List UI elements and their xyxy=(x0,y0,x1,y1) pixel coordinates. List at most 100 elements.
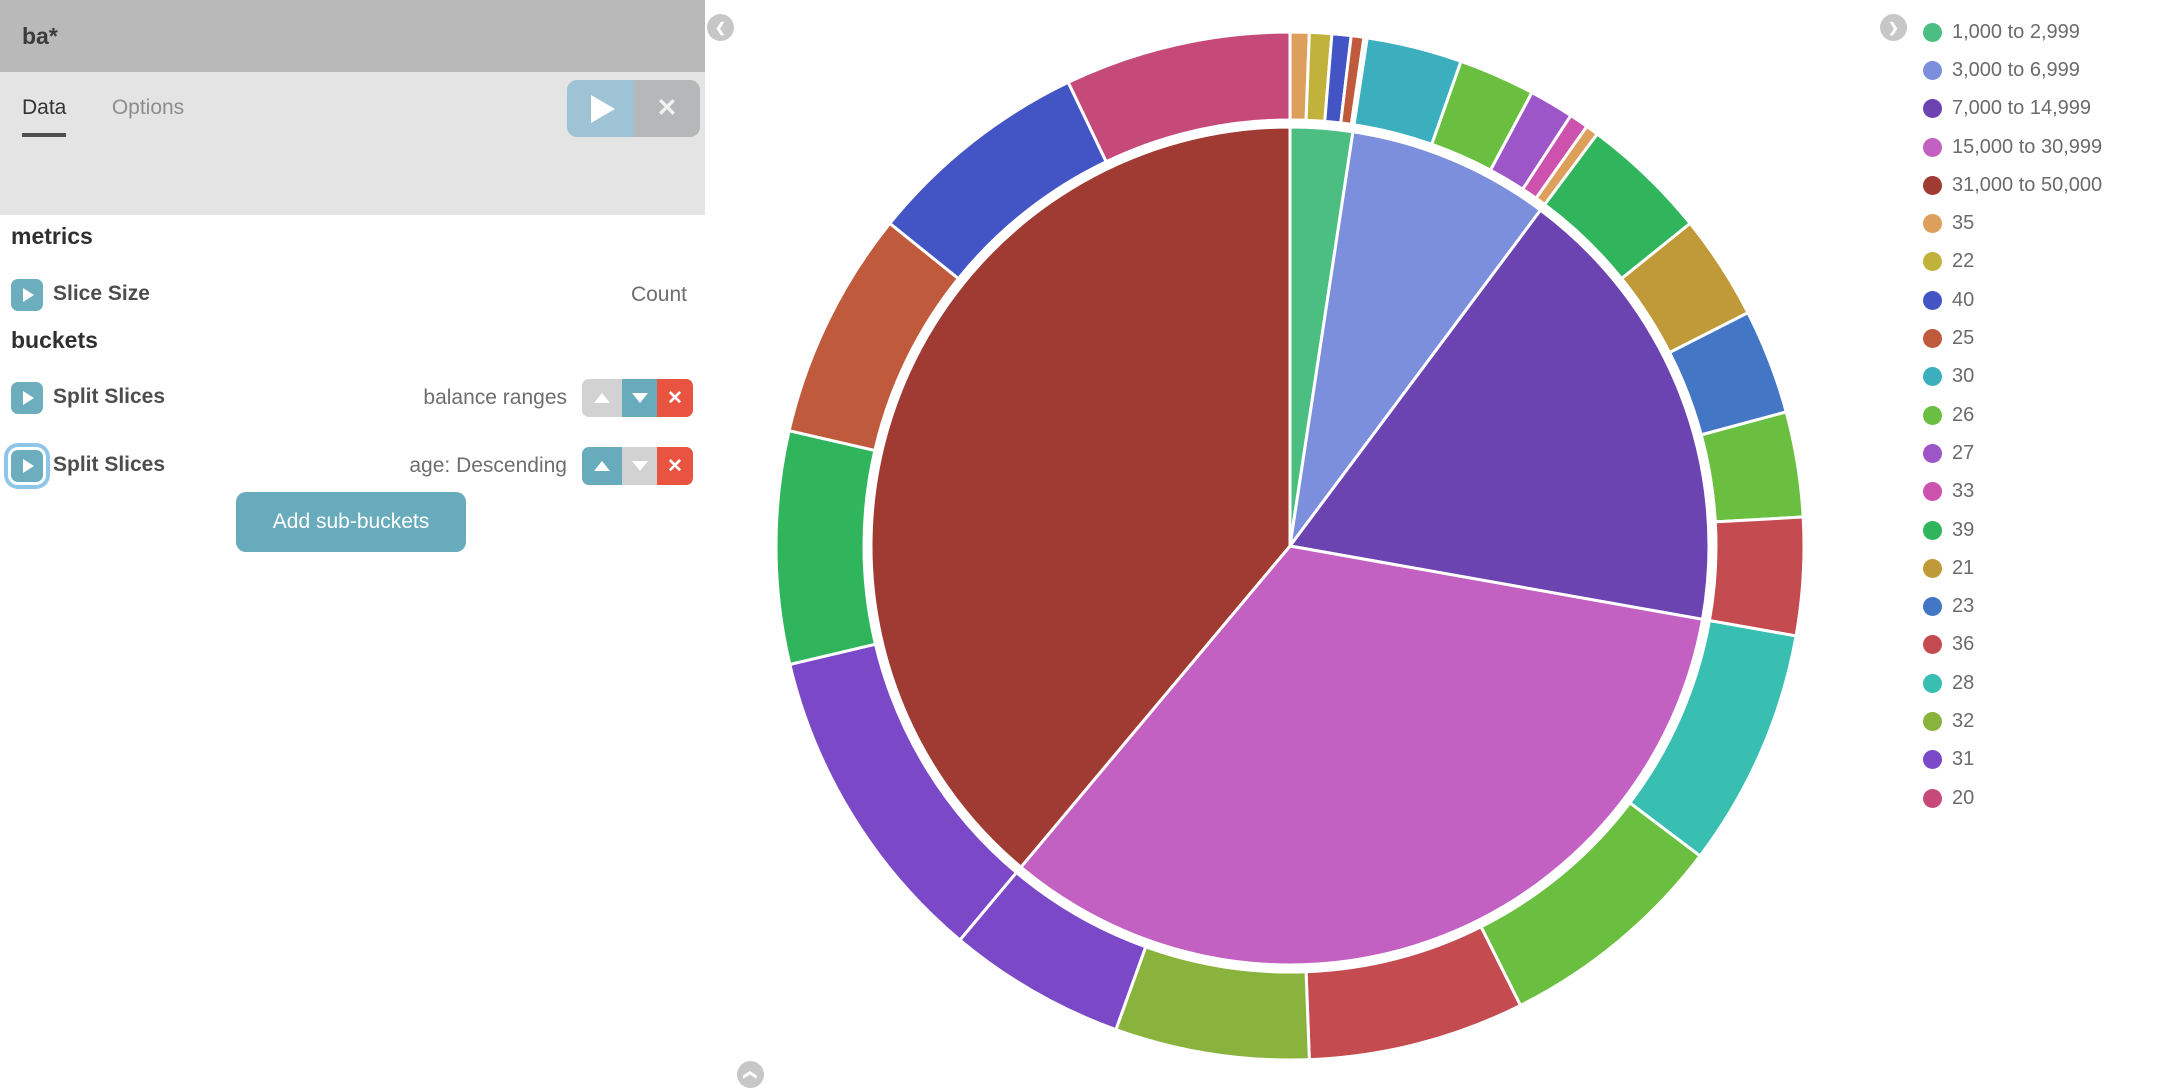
legend-item[interactable]: 32 xyxy=(1923,702,2102,740)
legend-label: 27 xyxy=(1952,441,1975,464)
chevron-right-icon xyxy=(23,288,34,302)
move-down-button[interactable] xyxy=(622,379,657,417)
chevron-left-icon: ❮ xyxy=(715,19,726,35)
legend-label: 30 xyxy=(1952,365,1975,388)
arrow-up-icon xyxy=(594,393,610,403)
legend-swatch-icon xyxy=(1923,290,1942,310)
arrow-down-icon xyxy=(631,393,648,403)
close-icon: ✕ xyxy=(656,94,678,122)
legend-item[interactable]: 7,000 to 14,999 xyxy=(1923,90,2102,128)
buckets-header: buckets xyxy=(11,327,98,353)
bucket-value: balance ranges xyxy=(423,386,567,409)
collapse-sidebar-button[interactable]: ❮ xyxy=(707,14,734,41)
legend-swatch-icon xyxy=(1923,673,1942,693)
metric-label: Slice Size xyxy=(53,282,150,305)
legend-item[interactable]: 21 xyxy=(1923,549,2102,587)
legend-item[interactable]: 36 xyxy=(1923,626,2102,664)
legend-item[interactable]: 40 xyxy=(1923,281,2102,319)
bucket-label: Split Slices xyxy=(53,453,166,476)
legend-label: 25 xyxy=(1952,327,1975,350)
editor-tabs: Data Options xyxy=(22,96,225,137)
legend-swatch-icon xyxy=(1923,597,1942,617)
legend-label: 22 xyxy=(1952,250,1975,273)
legend-label: 35 xyxy=(1952,212,1975,235)
pie-slice-15,000 to 30,999[interactable] xyxy=(1019,544,1705,967)
legend-label: 7,000 to 14,999 xyxy=(1952,97,2092,120)
editor-toolbar: Data Options ✕ xyxy=(0,72,705,215)
arrow-up-icon xyxy=(594,461,610,471)
index-pattern-title: ba* xyxy=(22,23,58,49)
apply-discard-group: ✕ xyxy=(567,80,700,137)
legend-label: 3,000 to 6,999 xyxy=(1952,58,2080,81)
remove-bucket-button[interactable]: ✕ xyxy=(657,447,693,485)
tab-options[interactable]: Options xyxy=(111,96,185,119)
expand-toggle-button[interactable] xyxy=(11,450,43,482)
remove-bucket-button[interactable]: ✕ xyxy=(657,379,693,417)
legend-item[interactable]: 31,000 to 50,000 xyxy=(1923,166,2102,204)
legend-item[interactable]: 26 xyxy=(1923,396,2102,434)
add-sub-buckets-button[interactable]: Add sub-buckets xyxy=(236,492,466,552)
legend-item[interactable]: 22 xyxy=(1923,243,2102,281)
pie-slice-20[interactable] xyxy=(1066,30,1292,164)
bucket-row-balance-ranges[interactable]: Split Slices balance ranges ✕ xyxy=(0,378,705,418)
collapse-legend-button[interactable]: ❯ xyxy=(1880,14,1907,41)
legend-item[interactable]: 31 xyxy=(1923,741,2102,779)
legend-item[interactable]: 3,000 to 6,999 xyxy=(1923,51,2102,89)
legend-label: 33 xyxy=(1952,480,1975,503)
bucket-controls: ✕ xyxy=(582,447,693,485)
legend-item[interactable]: 1,000 to 2,999 xyxy=(1923,13,2102,51)
chart-legend: 1,000 to 2,999 3,000 to 6,999 7,000 to 14,… xyxy=(1923,13,2102,817)
tab-data[interactable]: Data xyxy=(22,96,67,137)
apply-changes-button[interactable] xyxy=(567,80,634,137)
legend-label: 40 xyxy=(1952,288,1975,311)
bucket-row-age[interactable]: Split Slices age: Descending ✕ xyxy=(0,446,705,486)
pie-slice-31,000 to 50,000[interactable] xyxy=(869,125,1292,869)
legend-item[interactable]: 23 xyxy=(1923,587,2102,625)
chevron-up-icon: ❮ xyxy=(743,1069,759,1080)
legend-item[interactable]: 25 xyxy=(1923,319,2102,357)
legend-label: 28 xyxy=(1952,671,1975,694)
legend-swatch-icon xyxy=(1923,367,1942,387)
expand-toggle-button[interactable] xyxy=(11,382,43,414)
expand-toggle-button[interactable] xyxy=(11,279,43,311)
bucket-controls: ✕ xyxy=(582,379,693,417)
legend-item[interactable]: 39 xyxy=(1923,511,2102,549)
pie-slice-39[interactable] xyxy=(774,429,877,666)
legend-swatch-icon xyxy=(1923,558,1942,578)
chevron-right-icon xyxy=(23,459,34,473)
legend-label: 39 xyxy=(1952,518,1975,541)
legend-swatch-icon xyxy=(1923,329,1942,349)
pie-slice-7,000 to 14,999[interactable] xyxy=(1288,208,1711,621)
legend-item[interactable]: 28 xyxy=(1923,664,2102,702)
legend-swatch-icon xyxy=(1923,788,1942,808)
move-down-button[interactable] xyxy=(622,447,657,485)
legend-label: 26 xyxy=(1952,403,1975,426)
legend-item[interactable]: 20 xyxy=(1923,779,2102,817)
play-icon xyxy=(591,94,615,123)
bucket-label: Split Slices xyxy=(53,385,166,408)
vis-editor-sidebar: ba* Data Options ✕ metrics xyxy=(0,0,705,1088)
legend-item[interactable]: 30 xyxy=(1923,358,2102,396)
chevron-right-icon xyxy=(23,391,34,405)
legend-item[interactable]: 33 xyxy=(1923,473,2102,511)
metric-row-slice-size[interactable]: Slice Size Count xyxy=(0,275,705,315)
move-up-button[interactable] xyxy=(582,379,622,417)
discard-changes-button[interactable]: ✕ xyxy=(634,80,700,137)
legend-item[interactable]: 35 xyxy=(1923,204,2102,242)
close-icon: ✕ xyxy=(667,387,683,409)
legend-label: 1,000 to 2,999 xyxy=(1952,20,2080,43)
legend-item[interactable]: 15,000 to 30,999 xyxy=(1923,128,2102,166)
pie-chart xyxy=(774,30,1806,1062)
move-up-button[interactable] xyxy=(582,447,622,485)
pie-slice-3,000 to 6,999[interactable] xyxy=(1288,130,1543,548)
legend-label: 36 xyxy=(1952,633,1975,656)
pie-slice-36[interactable] xyxy=(1707,515,1806,638)
legend-item[interactable]: 27 xyxy=(1923,434,2102,472)
legend-label: 20 xyxy=(1952,786,1975,809)
legend-label: 31,000 to 50,000 xyxy=(1952,173,2103,196)
legend-swatch-icon xyxy=(1923,443,1942,463)
collapse-bottom-button[interactable]: ❮ xyxy=(737,1061,764,1088)
legend-label: 23 xyxy=(1952,595,1975,618)
chevron-right-icon: ❯ xyxy=(1888,19,1899,35)
